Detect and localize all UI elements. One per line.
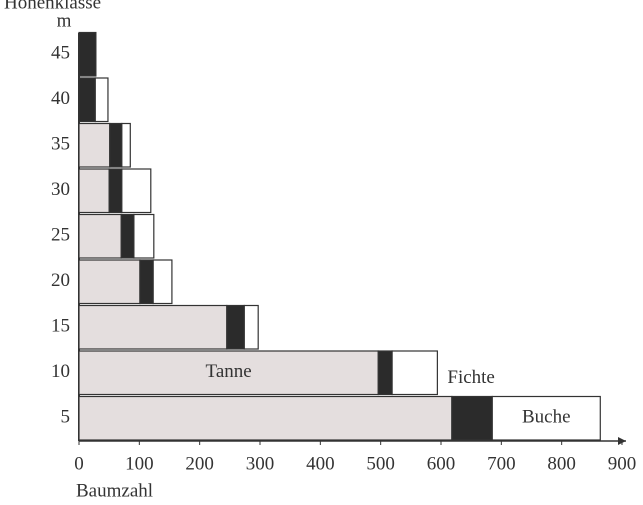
x-tick-label: 700 <box>487 453 516 474</box>
x-tick-label: 0 <box>74 453 84 474</box>
bar-segment <box>226 304 245 350</box>
series-label: Tanne <box>206 361 252 382</box>
y-tick-label: 45 <box>51 43 70 64</box>
bar-segment <box>94 77 109 123</box>
x-tick-label: 100 <box>125 453 154 474</box>
y-tick-label: 30 <box>51 179 70 200</box>
x-tick-label: 600 <box>427 453 456 474</box>
bar-segment <box>491 395 601 441</box>
bar-segment <box>78 350 379 396</box>
y-tick-label: 40 <box>51 88 70 109</box>
bar-segment <box>78 259 141 305</box>
x-tick-label: 900 <box>608 453 637 474</box>
bar-segment <box>109 122 123 168</box>
bar-segment <box>78 168 110 214</box>
y-unit: m <box>57 10 72 31</box>
y-tick-label: 5 <box>61 407 71 428</box>
bar-segment <box>108 168 123 214</box>
bar-segment <box>78 122 111 168</box>
y-tick-label: 10 <box>51 361 70 382</box>
bar-segment <box>133 213 155 259</box>
series-label: Buche <box>522 407 571 428</box>
bar-segment <box>377 350 393 396</box>
bar-segment <box>120 213 135 259</box>
bar-segment <box>78 77 96 123</box>
x-tick-label: 800 <box>547 453 576 474</box>
y-tick-label: 25 <box>51 225 70 246</box>
bar-segment <box>121 122 131 168</box>
y-tick-label: 20 <box>51 270 70 291</box>
x-tick-label: 200 <box>185 453 214 474</box>
bar-segment <box>78 304 228 350</box>
x-tick-label: 400 <box>306 453 335 474</box>
y-tick-label: 15 <box>51 316 70 337</box>
bar-segment <box>78 31 97 77</box>
bar-segment <box>78 213 122 259</box>
bar-segment <box>121 168 152 214</box>
bar-segment <box>391 350 438 396</box>
x-axis-label: Baumzahl <box>76 480 153 501</box>
x-tick-label: 300 <box>246 453 275 474</box>
bar-segment <box>152 259 173 305</box>
y-axis-label: Höhenklasse <box>4 0 101 13</box>
bar-segment <box>451 395 493 441</box>
bar-segment <box>139 259 154 305</box>
bar-segment <box>78 395 453 441</box>
x-tick-label: 500 <box>366 453 395 474</box>
y-tick-label: 35 <box>51 134 70 155</box>
bar-segment <box>243 304 259 350</box>
series-label: Fichte <box>447 367 495 388</box>
